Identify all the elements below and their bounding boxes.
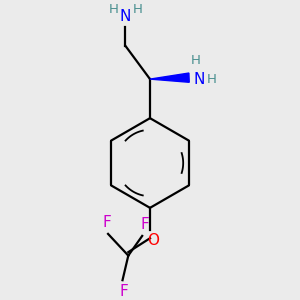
Polygon shape <box>150 73 189 82</box>
Text: H: H <box>207 74 217 86</box>
Text: N: N <box>194 73 205 88</box>
Text: H: H <box>108 3 118 16</box>
Text: O: O <box>148 233 160 248</box>
Text: N: N <box>120 9 131 24</box>
Text: H: H <box>133 3 142 16</box>
Text: F: F <box>102 215 111 230</box>
Text: H: H <box>191 54 201 67</box>
Text: F: F <box>141 218 149 232</box>
Text: F: F <box>120 284 128 299</box>
